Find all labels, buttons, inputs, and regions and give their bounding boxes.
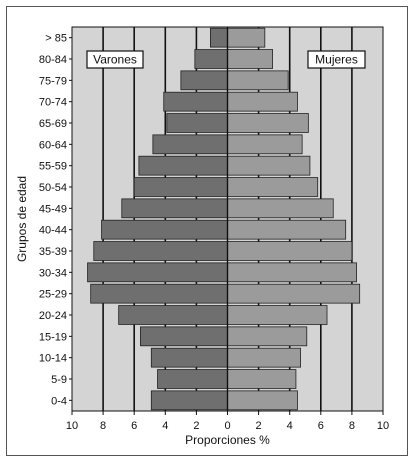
bar-mujeres-1014: [227, 347, 301, 368]
bar-mujeres-2024: [227, 305, 328, 325]
bar-varones-6064: [152, 134, 228, 155]
bar-varones-85: [209, 27, 228, 48]
y-tick-label: 0-4: [51, 395, 67, 407]
y-tick-label: 40-44: [39, 225, 67, 237]
bar-mujeres-1519: [227, 326, 308, 347]
bar-mujeres-59: [227, 369, 297, 389]
y-tick-label: 10-14: [39, 353, 67, 365]
y-tick-label: 70-74: [39, 97, 67, 109]
bar-mujeres-4044: [227, 219, 347, 240]
bar-varones-04: [150, 390, 228, 411]
y-tick-label: 65-69: [39, 118, 67, 130]
x-tick-label: 0: [224, 420, 230, 432]
legend-mujeres-box: [307, 50, 366, 69]
bar-mujeres-8084: [227, 49, 273, 69]
bar-varones-2024: [118, 305, 228, 325]
legend-varones-box: [86, 50, 144, 69]
y-tick-label: 75-79: [39, 75, 67, 87]
y-tick-label: 20-24: [39, 310, 67, 322]
bar-varones-7074: [163, 91, 228, 112]
y-tick-label: 45-49: [39, 203, 67, 215]
x-tick-label: 6: [318, 420, 324, 432]
bar-varones-3539: [93, 241, 228, 261]
bar-mujeres-04: [227, 390, 298, 411]
y-tick-label: 30-34: [39, 267, 67, 279]
y-tick-labels: 0-4 5-9 10-14 15-19 20-24 25-29 30-34 35-39 40-4…: [39, 33, 72, 407]
bar-mujeres-2529: [227, 283, 361, 304]
bar-mujeres-4549: [227, 198, 334, 219]
bar-varones-1014: [150, 347, 228, 368]
y-axis-label: Grupos de edad: [15, 176, 29, 262]
bar-mujeres-5559: [227, 155, 311, 176]
bar-varones-4549: [121, 198, 228, 219]
legend-varones: Varones: [86, 50, 144, 69]
y-tick-label: 5-9: [51, 374, 67, 386]
y-tick-label: > 85: [45, 33, 67, 45]
bar-varones-8084: [194, 49, 228, 69]
x-tick-labels: 10 8 6 4 2 0 2 4 6 8 10: [66, 411, 389, 432]
x-axis-label: Proporciones %: [185, 433, 270, 447]
x-tick-label: 4: [287, 420, 293, 432]
bar-varones-6569: [166, 113, 228, 133]
bar-varones-59: [157, 369, 228, 389]
bar-varones-5054: [133, 177, 228, 197]
y-tick-label: 35-39: [39, 246, 67, 258]
bar-mujeres-3539: [227, 241, 353, 261]
bar-mujeres-7579: [227, 70, 289, 91]
bar-mujeres-6569: [227, 113, 309, 133]
x-tick-label: 2: [193, 420, 199, 432]
bar-mujeres-6064: [227, 134, 303, 155]
legend-mujeres: Mujeres: [307, 50, 366, 69]
bar-varones-2529: [90, 283, 228, 304]
bar-mujeres-85: [227, 27, 266, 48]
x-tick-label: 10: [377, 420, 389, 432]
x-tick-label: 6: [131, 420, 137, 432]
bars: [87, 27, 361, 411]
y-tick-label: 50-54: [39, 182, 67, 194]
y-tick-label: 25-29: [39, 289, 67, 301]
bar-varones-5559: [138, 155, 228, 176]
y-tick-label: 80-84: [39, 54, 67, 66]
gridlines: [102, 27, 353, 411]
bar-varones-7579: [180, 70, 228, 91]
x-tick-label: 10: [66, 420, 78, 432]
bar-varones-3034: [87, 262, 228, 283]
y-tick-label: 55-59: [39, 161, 67, 173]
legend-varones-label: Varones: [93, 53, 137, 67]
x-tick-label: 8: [100, 420, 106, 432]
bar-varones-1519: [140, 326, 228, 347]
y-tick-label: 15-19: [39, 331, 67, 343]
x-tick-label: 2: [256, 420, 262, 432]
y-tick-label: 60-64: [39, 139, 67, 151]
x-tick-label: 4: [162, 420, 168, 432]
legend-mujeres-label: Mujeres: [315, 53, 358, 67]
bar-varones-4044: [101, 219, 228, 240]
bar-mujeres-7074: [227, 91, 298, 112]
x-tick-label: 8: [349, 420, 355, 432]
bar-mujeres-3034: [227, 262, 357, 283]
bar-mujeres-5054: [227, 177, 319, 197]
